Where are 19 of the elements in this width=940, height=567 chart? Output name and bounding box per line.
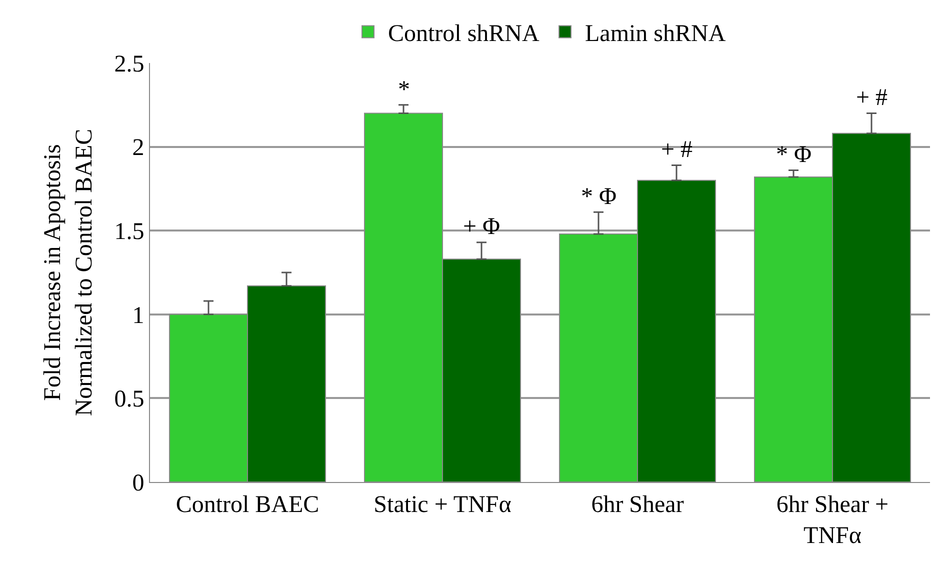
y-tick-label: 0.5 <box>114 386 144 413</box>
y-tick-label: 2 <box>132 135 144 162</box>
y-tick-label: 1 <box>132 302 144 329</box>
annotation: + # <box>661 137 693 163</box>
x-tick-label: 6hr Shear <box>591 492 684 518</box>
y-tick-label: 2.5 <box>114 51 144 78</box>
annotation: * <box>398 77 410 103</box>
y-tick-label: 1.5 <box>114 219 144 245</box>
y-axis-title: Fold Increase in Apoptosis Normalized to Control BAEC <box>40 128 98 416</box>
x-tick-label: 6hr Shear + TNFα <box>776 492 889 549</box>
x-tick-label: Static + TNFα <box>374 492 512 518</box>
x-tick-label: Control BAEC <box>176 492 320 518</box>
legend-label: Lamin shRNA <box>585 21 726 48</box>
annotation: * Φ <box>581 184 617 210</box>
y-tick-label: 0 <box>132 470 144 496</box>
legend-label: Control shRNA <box>388 21 540 48</box>
annotation: + # <box>856 85 888 111</box>
annotation: * Φ <box>776 142 812 168</box>
annotation: + Φ <box>463 214 500 240</box>
